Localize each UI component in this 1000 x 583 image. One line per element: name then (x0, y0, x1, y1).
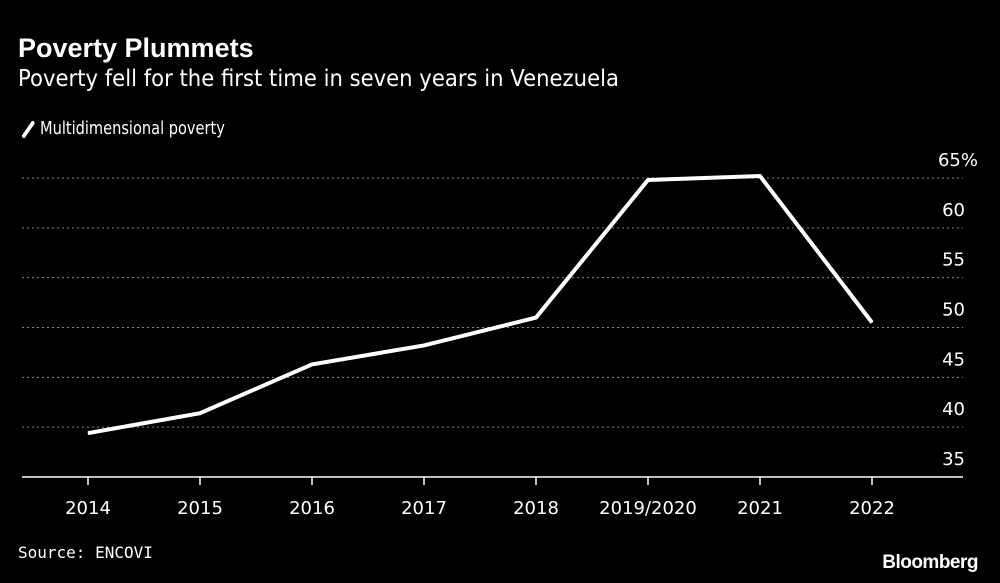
data-point (87, 432, 89, 434)
data-point (871, 322, 873, 324)
series-line-multidimensional-poverty (87, 173, 874, 436)
y-tick-label: 40 (942, 399, 965, 420)
data-point (423, 344, 425, 346)
chart-title: Poverty Plummets (18, 33, 254, 63)
data-point (311, 363, 313, 365)
legend-line-icon (22, 120, 35, 138)
x-tick-label: 2019/2020 (599, 498, 697, 519)
x-tick-label: 2016 (289, 498, 335, 519)
y-tick-label: 50 (942, 300, 965, 321)
data-point (535, 317, 537, 319)
x-tick-label: 2022 (849, 498, 895, 519)
x-tick-label: 2014 (65, 498, 111, 519)
y-tick-label: 55 (942, 250, 965, 271)
data-point (199, 412, 201, 414)
x-tick-label: 2015 (177, 498, 223, 519)
data-point (759, 175, 761, 177)
x-tick-label: 2018 (513, 498, 559, 519)
x-tick-label: 2021 (737, 498, 783, 519)
source-note: Source: ENCOVI (18, 543, 153, 562)
legend-label: Multidimensional poverty (40, 118, 225, 139)
legend: Multidimensional poverty (22, 118, 225, 139)
y-tick-label: 65% (938, 150, 978, 171)
data-point (647, 179, 649, 181)
x-tick-label: 2017 (401, 498, 447, 519)
bloomberg-logo: Bloomberg (882, 552, 978, 573)
y-tick-label: 45 (942, 349, 965, 370)
y-tick-label: 60 (942, 200, 965, 221)
chart-subtitle: Poverty fell for the first time in seven… (18, 66, 619, 92)
y-tick-label: 35 (942, 449, 965, 470)
